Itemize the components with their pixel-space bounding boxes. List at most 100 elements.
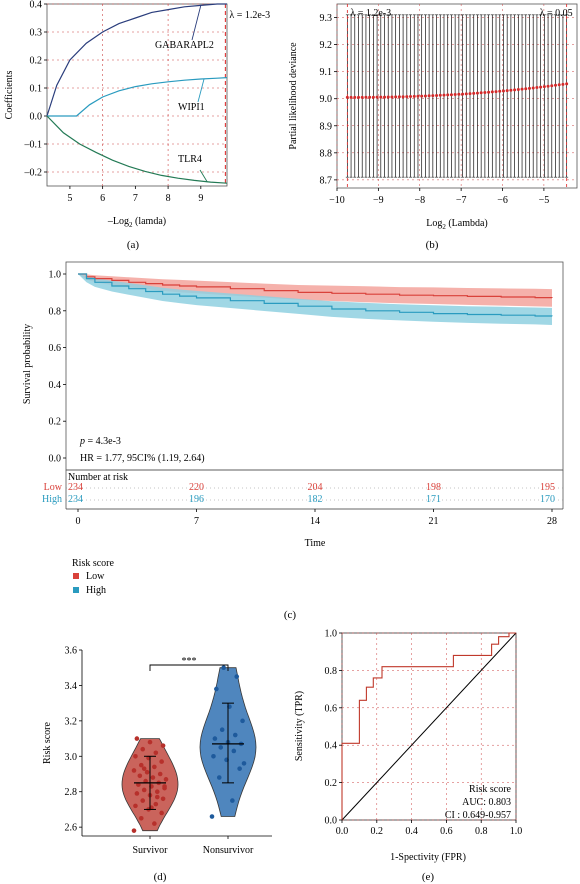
deviance-point — [345, 95, 349, 99]
data-point — [240, 718, 245, 724]
x-axis-label: Time — [305, 538, 326, 549]
x-tick-label: −6 — [497, 195, 508, 206]
data-point — [234, 674, 240, 679]
data-point — [212, 736, 218, 741]
deviance-point — [416, 94, 420, 98]
deviance-point — [412, 94, 416, 98]
significance-label: *** — [182, 656, 197, 667]
deviance-point — [494, 90, 498, 94]
deviance-point — [557, 83, 561, 87]
deviance-point — [464, 92, 468, 96]
x-tick-label: 6 — [100, 193, 105, 204]
data-point — [138, 815, 144, 821]
x-tick-label: −9 — [373, 195, 384, 206]
deviance-point — [371, 95, 375, 99]
data-point — [138, 762, 144, 768]
y-axis-label: Risk score — [42, 721, 53, 764]
y-tick-label: 0.1 — [30, 84, 43, 95]
series-label-gabarapl2: GABARAPL2 — [155, 40, 214, 51]
x-axis-label: –Log2 (lamda) — [107, 216, 166, 229]
data-point — [154, 794, 160, 800]
deviance-point — [472, 91, 476, 95]
survival-line-high — [78, 273, 553, 317]
x-tick-label: 0.4 — [405, 826, 418, 837]
y-tick-label: 0.0 — [325, 816, 338, 827]
y-tick-label: 0.2 — [325, 778, 338, 789]
data-point — [152, 821, 157, 826]
y-axis-label: Partial likelihood deviance — [288, 42, 299, 150]
data-point — [218, 745, 224, 750]
deviance-point — [457, 92, 461, 96]
deviance-point — [353, 95, 357, 99]
deviance-point — [501, 89, 505, 93]
deviance-point — [375, 95, 379, 99]
legend-label-high: High — [86, 585, 106, 596]
y-tick-label: 0.8 — [325, 666, 338, 677]
panel-label-a: (a) — [127, 239, 140, 251]
deviance-point — [509, 88, 513, 92]
data-point — [160, 796, 166, 802]
data-point — [143, 778, 148, 784]
deviance-point — [475, 91, 479, 95]
data-point — [133, 753, 138, 759]
y-tick-label: 9.1 — [320, 67, 333, 78]
data-point — [216, 775, 222, 780]
deviance-point — [490, 90, 494, 94]
annotation-title: Risk score — [469, 784, 512, 795]
risk-count: 198 — [426, 482, 441, 493]
x-tick-label: 0.8 — [475, 826, 488, 837]
lambda-1se-label: λ = 0.05 — [540, 8, 573, 19]
deviance-point — [539, 85, 543, 89]
data-point — [136, 782, 141, 787]
y-tick-label: 8.7 — [320, 175, 333, 186]
risk-count: 220 — [189, 482, 204, 493]
y-axis-label: Sensitivity (TPR) — [294, 691, 305, 761]
deviance-point — [542, 85, 546, 89]
x-tick-label: 28 — [547, 516, 557, 527]
deviance-point — [379, 95, 383, 99]
lambda-label: λ = 1.2e-3 — [229, 10, 270, 21]
y-tick-label: 0.8 — [49, 306, 62, 317]
panel-b-deviance-chart: λ = 1.2e-3 λ = 0.05 −10 −9 −8 −7 −6 −5 8.7 8.8 8.9… — [288, 3, 578, 231]
data-point — [221, 665, 226, 671]
x-tick-label: 14 — [310, 516, 320, 527]
data-point — [144, 769, 150, 775]
deviance-point — [386, 95, 390, 99]
legend-swatch-low — [73, 573, 79, 579]
deviance-point — [449, 93, 453, 97]
series-line-tlr4 — [46, 115, 228, 184]
x-tick-label: −7 — [456, 195, 467, 206]
y-axis-label: Survival probability — [22, 324, 33, 404]
data-point — [162, 784, 167, 789]
deviance-point — [431, 94, 435, 98]
x-axis-label: 1-Spectivity (FPR) — [390, 852, 466, 863]
data-point — [140, 746, 146, 752]
deviance-point — [550, 84, 554, 88]
series-label-wipi1: WIPI1 — [178, 102, 205, 113]
deviance-point — [405, 95, 409, 99]
deviance-point — [546, 84, 550, 88]
y-tick-label: 2.6 — [65, 823, 78, 834]
deviance-point — [409, 94, 413, 98]
data-point — [133, 803, 138, 809]
deviance-point — [446, 93, 450, 97]
deviance-point — [442, 93, 446, 97]
data-point — [157, 771, 163, 777]
x-tick-label: 7 — [133, 193, 138, 204]
data-point — [153, 750, 159, 756]
panel-d-violin-chart: 2.6 2.8 3.0 3.2 3.4 3.6 Risk score Survivor Nons… — [42, 646, 272, 856]
x-tick-label: Survivor — [133, 845, 169, 856]
y-tick-label: 8.9 — [320, 121, 333, 132]
y-tick-label: 3.6 — [65, 646, 78, 657]
y-tick-label: 9.0 — [320, 94, 333, 105]
y-tick-label: 0.0 — [30, 112, 43, 123]
x-tick-label: 7 — [194, 516, 199, 527]
reference-diagonal — [341, 632, 517, 821]
y-tick-label: 1.0 — [49, 270, 62, 281]
y-tick-label: 9.2 — [320, 40, 333, 51]
y-tick-label: 0.4 — [30, 0, 43, 11]
deviance-point — [516, 88, 520, 92]
y-tick-label: 0.3 — [30, 28, 43, 39]
legend-title: Risk score — [72, 558, 115, 569]
